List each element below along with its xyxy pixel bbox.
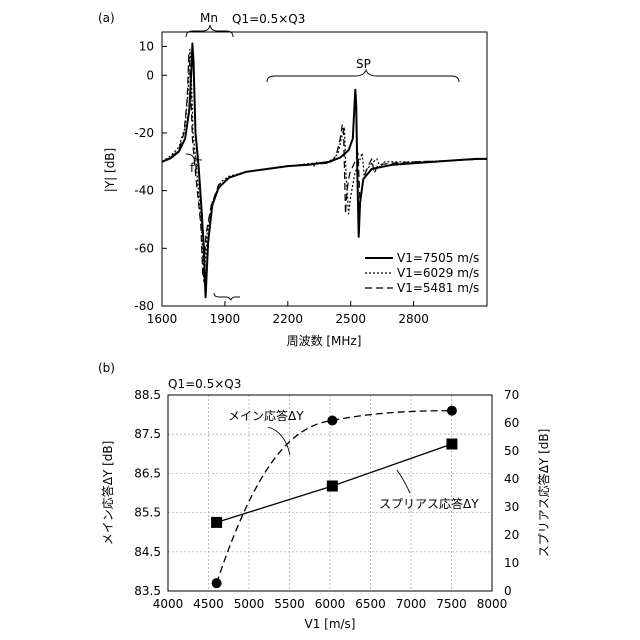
y-tick-label-b-right: 10: [504, 556, 519, 570]
y-tick-label-b-left: 83.5: [134, 584, 161, 598]
y-tick-label-b-right: 30: [504, 500, 519, 514]
y-tick-label-a: 0: [146, 68, 154, 82]
x-tick-label-a: 1900: [210, 312, 241, 326]
plot-b-xlabel: V1 [m/s]: [304, 617, 355, 631]
main-response-brace: [186, 25, 233, 37]
y-tick-label-b-left: 85.5: [134, 506, 161, 520]
spurious-series-label: スプリアス応答ΔY: [379, 496, 479, 511]
fr-label: fr: [190, 161, 199, 175]
x-tick-label-a: 2200: [273, 312, 304, 326]
main-response-point: [327, 415, 337, 425]
x-tick-label-a: 1600: [147, 312, 178, 326]
x-tick-label-a: 2800: [398, 312, 429, 326]
x-tick-label-b: 7500: [436, 597, 467, 611]
y-tick-label-a: -40: [134, 184, 154, 198]
panel-b-label: (b): [98, 361, 115, 375]
spurious-brace: [267, 70, 459, 82]
y-tick-label-b-right: 20: [504, 528, 519, 542]
y-tick-label-a: -80: [134, 299, 154, 313]
y-tick-label-b-left: 88.5: [134, 388, 161, 402]
y-tick-label-a: -60: [134, 241, 154, 255]
spurious-response-point: [211, 517, 222, 528]
x-tick-label-b: 6500: [355, 597, 386, 611]
y-tick-label-b-right: 70: [504, 388, 519, 402]
y-tick-label-b-left: 84.5: [134, 545, 161, 559]
x-tick-label-b: 7000: [396, 597, 427, 611]
spurious-response-point: [327, 481, 338, 492]
spurious-response-point: [446, 439, 457, 450]
x-tick-label-b: 4500: [193, 597, 224, 611]
y-tick-label-a: 10: [139, 39, 154, 53]
y-tick-label-b-right: 40: [504, 472, 519, 486]
condition-label-b: Q1=0.5×Q3: [168, 377, 241, 391]
series-a-1: [162, 49, 487, 283]
condition-label-a: Q1=0.5×Q3: [232, 12, 305, 26]
main-series-pointer: [268, 427, 290, 455]
x-tick-label-b: 5500: [274, 597, 305, 611]
plot-a-xlabel: 周波数 [MHz]: [287, 333, 362, 348]
main-series-label: メイン応答ΔY: [228, 408, 304, 423]
y-tick-label-a: -20: [134, 126, 154, 140]
legend-label-5481: V1=5481 m/s: [397, 281, 479, 295]
x-tick-label-b: 6000: [315, 597, 346, 611]
y-tick-label-b-left: 86.5: [134, 466, 161, 480]
fa-pointer: [214, 293, 240, 300]
x-tick-label-b: 5000: [234, 597, 265, 611]
plot-a-ylabel: |Y| [dB]: [103, 148, 117, 192]
plot-a-legend: V1=7505 m/s V1=6029 m/s V1=5481 m/s: [365, 251, 479, 295]
y-tick-label-b-right: 50: [504, 444, 519, 458]
main-response-point: [212, 578, 222, 588]
y-tick-label-b-right: 60: [504, 416, 519, 430]
legend-label-7505: V1=7505 m/s: [397, 251, 479, 265]
x-tick-label-b: 4000: [153, 597, 184, 611]
x-tick-label-a: 2500: [335, 312, 366, 326]
y-tick-label-b-right: 0: [504, 584, 512, 598]
plot-b-ylabel-left: メイン応答ΔY [dB]: [100, 441, 115, 546]
plot-b-ylabel-right: スプリアス応答ΔY [dB]: [536, 429, 551, 558]
plot-a-ticks: 1600 1900 2200 2500 2800 10 0 -20 -40 -60 -80: [134, 39, 428, 326]
main-response-label: Mn: [200, 11, 218, 25]
main-response-point: [447, 406, 457, 416]
x-tick-label-b: 8000: [477, 597, 508, 611]
panel-a-label: (a): [98, 11, 115, 25]
y-tick-label-b-left: 87.5: [134, 427, 161, 441]
spurious-label: SP: [356, 57, 371, 71]
legend-label-6029: V1=6029 m/s: [397, 266, 479, 280]
series-a-2: [162, 55, 487, 277]
